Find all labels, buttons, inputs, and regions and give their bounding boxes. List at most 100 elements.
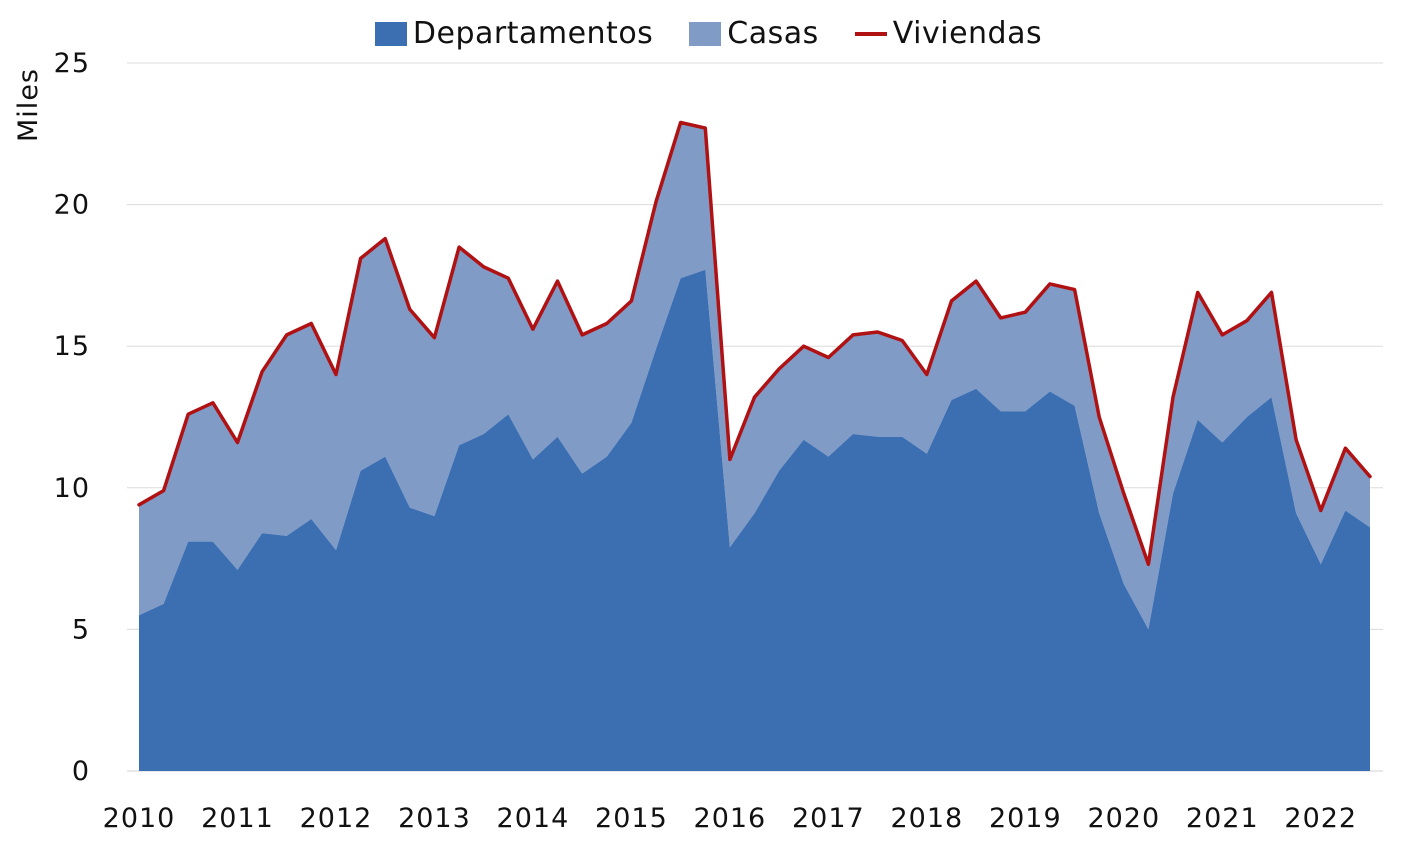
departamentos-point (506, 412, 510, 416)
departamentos-point (728, 545, 732, 549)
chart-areas (139, 122, 1370, 771)
x-tick-label: 2012 (300, 803, 373, 834)
departamentos-point (137, 613, 141, 617)
departamentos-point (482, 432, 486, 436)
departamentos-point (703, 268, 707, 272)
casas-point (285, 333, 289, 337)
departamentos-point (408, 506, 412, 510)
casas-point (1122, 491, 1126, 495)
casas-point (900, 339, 904, 343)
casas-point (1368, 474, 1372, 478)
casas-point (629, 299, 633, 303)
y-tick-label: 25 (54, 48, 90, 79)
legend-label-viviendas: Viviendas (892, 16, 1043, 51)
legend-item-viviendas[interactable]: Viviendas (854, 16, 1043, 51)
departamentos-point (851, 432, 855, 436)
casas-point (974, 279, 978, 283)
casas-point (1048, 282, 1052, 286)
x-tick-label: 2015 (595, 803, 668, 834)
departamentos-point (605, 455, 609, 459)
x-tick-label: 2021 (1186, 803, 1259, 834)
departamentos-point (334, 548, 338, 552)
departamentos-point (826, 455, 830, 459)
casas-point (482, 265, 486, 269)
casas-point (703, 126, 707, 130)
y-axis-label: Miles (13, 68, 44, 142)
departamentos-point (1122, 582, 1126, 586)
casas-area (139, 122, 1370, 630)
casas-point (1171, 395, 1175, 399)
departamentos-point (1073, 404, 1077, 408)
departamentos-point (1220, 440, 1224, 444)
departamentos-point (1294, 511, 1298, 515)
casas-point (949, 299, 953, 303)
departamentos-point (235, 568, 239, 572)
x-tick-label: 2011 (201, 803, 274, 834)
casas-point (1270, 290, 1274, 294)
legend-item-departamentos[interactable]: Departamentos (374, 16, 654, 51)
x-axis-ticks: 2010 2011 2012 2013 2014 2015 2016 2017 2018 2019… (103, 803, 1357, 834)
casas-point (1146, 562, 1150, 566)
casas-swatch (689, 21, 722, 46)
departamentos-point (1343, 508, 1347, 512)
legend-item-casas[interactable]: Casas (689, 16, 818, 51)
departamentos-point (580, 472, 584, 476)
casas-point (334, 373, 338, 377)
departamentos-point (162, 602, 166, 606)
casas-point (851, 333, 855, 337)
x-tick-label: 2013 (398, 803, 471, 834)
departamentos-point (556, 435, 560, 439)
departamentos-area (139, 269, 1370, 771)
casas-point (186, 412, 190, 416)
departamentos-point (679, 276, 683, 280)
legend-label-departamentos: Departamentos (412, 16, 654, 51)
departamentos-point (432, 514, 436, 518)
departamentos-point (531, 457, 535, 461)
y-tick-label: 10 (54, 473, 90, 504)
casas-point (457, 245, 461, 249)
departamentos-point (974, 387, 978, 391)
departamentos-point (1245, 415, 1249, 419)
casas-point (506, 276, 510, 280)
departamentos-point (999, 409, 1003, 413)
casas-point (777, 367, 781, 371)
departamentos-point (309, 517, 313, 521)
casas-point (1220, 333, 1224, 337)
departamentos-point (285, 534, 289, 538)
departamentos-point (186, 540, 190, 544)
departamentos-point (1023, 409, 1027, 413)
departamentos-point (211, 540, 215, 544)
x-tick-label: 2016 (694, 803, 767, 834)
viviendas-swatch (854, 31, 887, 36)
departamentos-point (383, 455, 387, 459)
y-tick-label: 15 (54, 331, 90, 362)
casas-point (679, 120, 683, 124)
x-tick-label: 2022 (1284, 803, 1357, 834)
departamentos-point (1146, 627, 1150, 631)
departamentos-point (1368, 525, 1372, 529)
casas-point (211, 401, 215, 405)
departamentos-point (1196, 418, 1200, 422)
casas-point (1245, 319, 1249, 323)
y-tick-label: 0 (72, 756, 90, 787)
casas-point (654, 200, 658, 204)
casas-point (1023, 310, 1027, 314)
chart-lines (137, 120, 1372, 567)
departamentos-point (777, 469, 781, 473)
departamentos-point (1097, 511, 1101, 515)
casas-point (260, 370, 264, 374)
departamentos-point (629, 421, 633, 425)
casas-point (999, 316, 1003, 320)
casas-point (531, 327, 535, 331)
departamentos-point (925, 452, 929, 456)
casas-point (235, 440, 239, 444)
x-tick-label: 2018 (890, 803, 963, 834)
departamentos-point (359, 469, 363, 473)
casas-point (876, 330, 880, 334)
casas-point (359, 256, 363, 260)
y-tick-label: 5 (72, 614, 90, 645)
y-tick-label: 20 (54, 190, 90, 221)
departamentos-point (1319, 562, 1323, 566)
casas-point (309, 322, 313, 326)
